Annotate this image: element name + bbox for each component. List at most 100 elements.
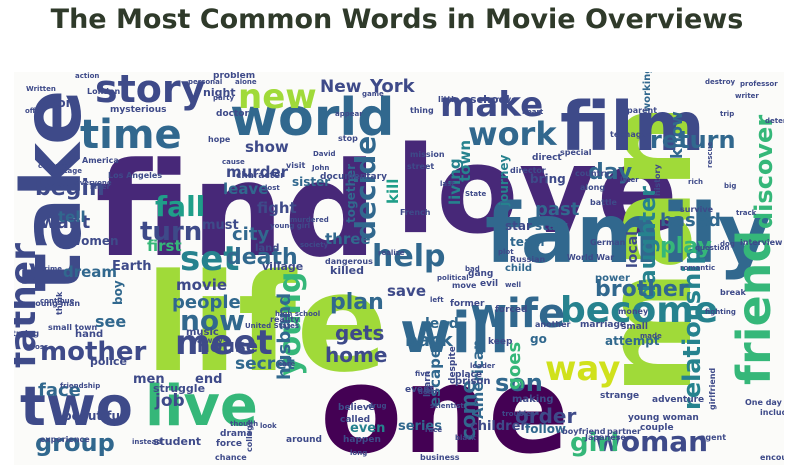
word-start: start xyxy=(535,219,568,233)
word-bad: bad xyxy=(465,265,480,273)
word-money: money xyxy=(618,307,649,316)
word-always: always xyxy=(197,336,228,345)
word-instead: instead xyxy=(132,438,161,446)
word-visit: visit xyxy=(286,161,305,170)
word-game: game xyxy=(362,90,384,98)
word-race: race xyxy=(425,426,442,434)
word-high-school: high school xyxy=(275,310,320,318)
word-woman: woman xyxy=(595,425,708,458)
word-marriage: marriage xyxy=(580,320,626,330)
word-turn: turn xyxy=(140,217,202,247)
word-trying: trying xyxy=(14,329,39,338)
word-business: business xyxy=(420,453,460,462)
word-keep: keep xyxy=(488,337,513,347)
word-help: help xyxy=(372,239,445,274)
word-evil: evil xyxy=(480,279,498,289)
word-dream: dream xyxy=(63,263,117,281)
word-tell: tell xyxy=(58,208,86,226)
word-women: women xyxy=(70,234,119,248)
word-character: character xyxy=(236,171,285,181)
word-little: little xyxy=(438,95,460,104)
word-plan: plan xyxy=(330,290,384,315)
word-prison: prison xyxy=(455,376,490,387)
word-trip: trip xyxy=(720,110,734,118)
word-drama: drama xyxy=(220,429,252,439)
word-action: action xyxy=(75,72,99,80)
word-leave: leave xyxy=(223,180,268,198)
word-track: track xyxy=(736,209,757,217)
word-begin: begin xyxy=(35,176,105,201)
word-brother: brother xyxy=(595,277,689,302)
word-son: son xyxy=(495,369,543,397)
word-hope: hope xyxy=(208,135,231,144)
word-alone: alone xyxy=(235,78,257,86)
word-town: town xyxy=(456,140,474,182)
word-despite: despite xyxy=(448,346,458,384)
word-girl: girl xyxy=(570,428,619,458)
word-goes: goes xyxy=(504,342,525,390)
word-survive: survive xyxy=(680,205,714,214)
word-japanese: Japanese xyxy=(584,433,626,442)
word-secret: secret xyxy=(235,354,295,374)
word-mission: mission xyxy=(410,150,445,159)
word-teenager: teenager xyxy=(610,130,651,139)
word-world-war: World War xyxy=(567,253,614,262)
word-society: society xyxy=(300,241,329,249)
word-husband: husband xyxy=(274,293,295,380)
word-show: show xyxy=(245,138,289,156)
word-hand: hand xyxy=(75,329,103,340)
word-crime: crime xyxy=(40,265,62,273)
word-based: based xyxy=(660,210,721,231)
word-first: first xyxy=(147,237,182,255)
word-small: small xyxy=(621,322,648,332)
word-parent: parent xyxy=(627,106,657,115)
word-take: take xyxy=(14,90,100,292)
word-want: want xyxy=(40,212,91,233)
word-left: left xyxy=(430,296,444,304)
word-movie: movie xyxy=(176,276,227,294)
word-capture: capture xyxy=(38,162,69,170)
word-house: house xyxy=(197,336,258,357)
word-believe: believe xyxy=(338,403,375,413)
word-rescue: rescue xyxy=(706,142,714,168)
word-day: day xyxy=(588,160,632,185)
word-city: city xyxy=(232,224,269,245)
word-american: American xyxy=(469,339,487,419)
word-along: along xyxy=(580,183,605,192)
word-now: now xyxy=(180,304,245,337)
word-find: find xyxy=(95,134,377,286)
word-soon: soon xyxy=(42,96,74,110)
word-story: story xyxy=(95,72,206,111)
word-dead: dead xyxy=(418,388,438,396)
word-working: working xyxy=(642,72,653,112)
word-cloud-frame: find love life one man take family film world liv… xyxy=(14,72,784,465)
word-adventure: adventure xyxy=(652,395,704,405)
word-york: York xyxy=(369,76,416,97)
word-night: night xyxy=(203,86,236,99)
word-men: men xyxy=(133,372,165,387)
word-making: making xyxy=(512,394,554,405)
word-everyone: everyone xyxy=(75,179,112,187)
word-break: break xyxy=(720,288,746,297)
word-police: police xyxy=(90,355,127,368)
word-writer: writer xyxy=(735,92,759,100)
word-college: college xyxy=(245,419,254,452)
word-lost: lost xyxy=(265,184,280,192)
word-gang: gang xyxy=(468,269,493,279)
word-return: return xyxy=(650,126,736,154)
word-place: place xyxy=(455,370,482,380)
word-power: power xyxy=(595,273,630,284)
word-killer: killer xyxy=(90,183,111,191)
word-job: job xyxy=(154,391,185,411)
word-continue: continue xyxy=(40,297,75,305)
word-later: later xyxy=(620,176,639,184)
word-interview: interview xyxy=(740,238,783,247)
word-united-states: United States xyxy=(245,322,299,330)
word-partner: partner xyxy=(607,427,641,436)
word-family: family xyxy=(485,187,771,282)
word-one-day: One day xyxy=(745,398,783,407)
word-think: think xyxy=(55,291,64,315)
word-boss: boss xyxy=(30,343,48,351)
word-leader: leader xyxy=(470,362,496,370)
word-russian: Russian xyxy=(510,255,546,264)
